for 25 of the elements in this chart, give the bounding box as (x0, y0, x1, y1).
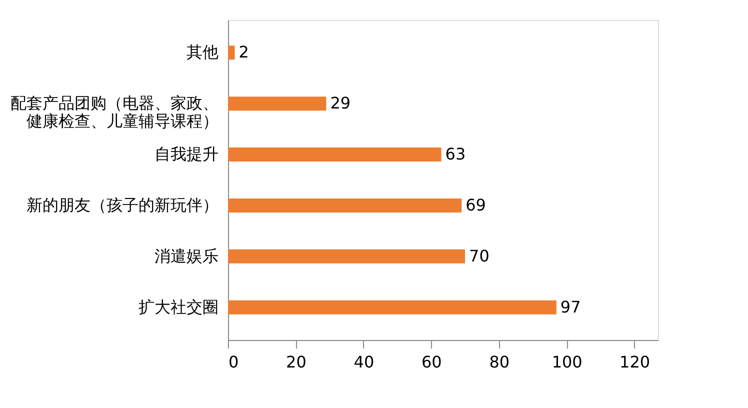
x-tick-label: 120 (620, 352, 650, 372)
bar (228, 300, 556, 314)
x-tick-label: 60 (421, 352, 442, 372)
x-tick-label: 0 (228, 352, 239, 372)
data-label: 2 (238, 42, 249, 62)
y-tick-label: 其他 (186, 42, 218, 62)
bar (228, 148, 442, 162)
y-tick-label: 自我提升 (154, 144, 218, 164)
y-tick-label: 配套产品团购（电器、家政、健康检查、儿童辅导课程） (10, 94, 218, 131)
y-tick-label: 扩大社交圈 (138, 297, 218, 316)
data-label: 97 (560, 297, 581, 316)
bar (228, 249, 466, 264)
y-tick-label: 消遣娱乐 (154, 246, 218, 266)
data-label: 69 (466, 195, 486, 214)
x-tick-label: 40 (354, 352, 374, 372)
x-tick-label: 80 (489, 352, 510, 372)
bar (228, 198, 462, 212)
data-label: 70 (469, 246, 490, 266)
data-label: 63 (445, 144, 466, 164)
bar (228, 46, 235, 60)
y-tick-label: 新的朋友（孩子的新玩伴） (26, 195, 218, 214)
x-tick-label: 20 (286, 352, 306, 372)
x-tick-label: 100 (552, 352, 582, 372)
data-label: 29 (330, 94, 351, 113)
bar (228, 96, 326, 111)
